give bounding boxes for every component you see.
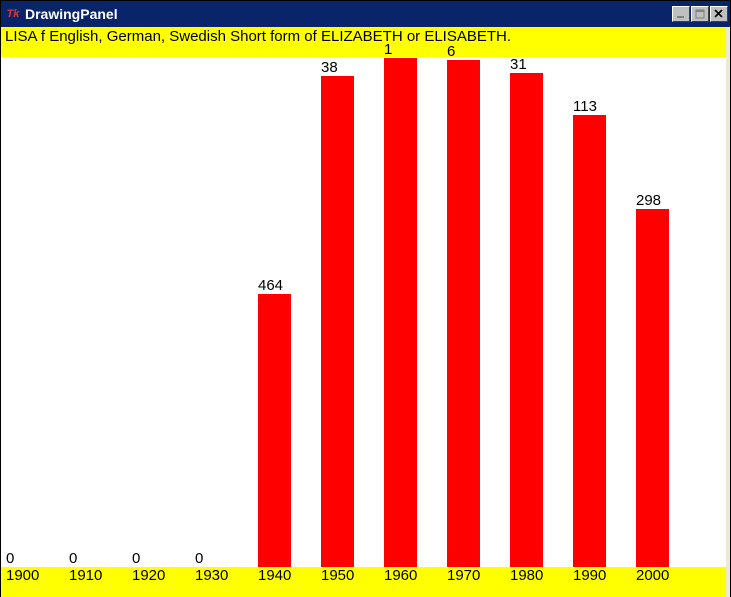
drawing-canvas: LISA f English, German, Swedish Short fo… — [1, 27, 730, 597]
minimize-icon — [676, 9, 686, 19]
close-icon — [714, 9, 724, 19]
bar — [384, 58, 417, 567]
value-label: 38 — [321, 59, 338, 76]
bar — [258, 294, 291, 567]
scrollbar-stub — [726, 27, 730, 597]
close-button[interactable] — [710, 6, 728, 22]
value-label: 464 — [258, 277, 283, 294]
bar — [636, 209, 669, 567]
year-label: 1900 — [6, 567, 39, 584]
year-label: 1980 — [510, 567, 543, 584]
value-label: 0 — [69, 550, 77, 567]
value-label: 6 — [447, 43, 455, 60]
chart-area: 0000464381631113298 — [1, 57, 726, 567]
maximize-icon — [695, 9, 705, 19]
value-label: 0 — [6, 550, 14, 567]
value-label: 298 — [636, 192, 661, 209]
app-icon: Tk — [5, 6, 21, 22]
window-title: DrawingPanel — [25, 6, 671, 22]
value-label: 0 — [195, 550, 203, 567]
name-description: LISA f English, German, Swedish Short fo… — [5, 28, 511, 45]
year-label: 1990 — [573, 567, 606, 584]
bar — [510, 73, 543, 567]
window-buttons — [671, 6, 728, 22]
bar — [573, 115, 606, 567]
bar — [447, 60, 480, 567]
header-strip: LISA f English, German, Swedish Short fo… — [1, 27, 726, 57]
year-label: 1940 — [258, 567, 291, 584]
year-label: 1960 — [384, 567, 417, 584]
year-label: 1950 — [321, 567, 354, 584]
bar — [321, 76, 354, 567]
year-label: 1930 — [195, 567, 228, 584]
footer-strip: 1900 1910 1920 1930 1940 1950 1960 1970 1980 1990… — [1, 567, 726, 597]
value-label: 1 — [384, 41, 392, 58]
year-label: 1920 — [132, 567, 165, 584]
year-label: 1910 — [69, 567, 102, 584]
year-label: 1970 — [447, 567, 480, 584]
titlebar: Tk DrawingPanel — [1, 1, 730, 27]
minimize-button[interactable] — [672, 6, 690, 22]
value-label: 31 — [510, 56, 527, 73]
value-label: 113 — [573, 98, 597, 115]
maximize-button[interactable] — [691, 6, 709, 22]
year-label: 2000 — [636, 567, 669, 584]
value-label: 0 — [132, 550, 140, 567]
